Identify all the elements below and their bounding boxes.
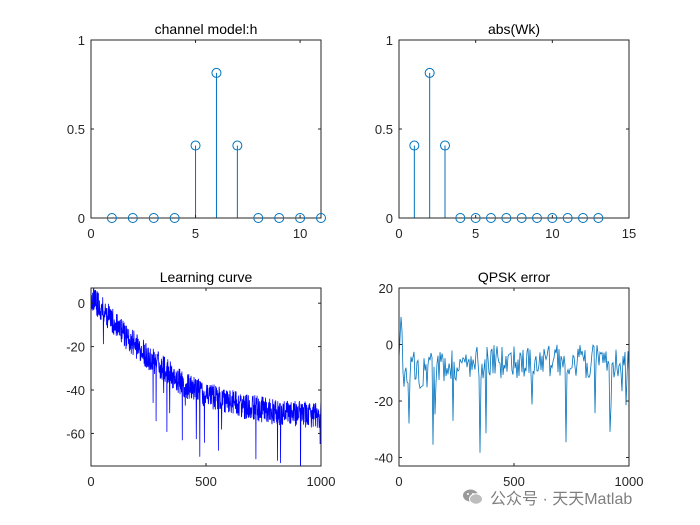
subplot-learning-curve: Learning curve 0 500 1000 0 -20 -40 -60 (66, 269, 336, 489)
stem-marker (532, 213, 542, 223)
y-tick-label: 0 (78, 296, 85, 311)
stem-marker (455, 213, 466, 223)
wechat-icon (463, 489, 483, 505)
x-tick-label: 5 (192, 226, 199, 241)
y-tick-label: 1 (386, 33, 393, 48)
stem-marker (562, 213, 573, 223)
y-tick-label: -20 (374, 394, 393, 409)
y-tick-label: 1 (78, 33, 85, 48)
x-tick-label: 1000 (615, 474, 644, 489)
y-tick-label: -40 (66, 383, 85, 398)
x-tick-label: 1000 (307, 474, 336, 489)
stem-marker (211, 67, 222, 78)
stem-marker (253, 213, 264, 223)
watermark-text: 公众号 · 天天Matlab (490, 491, 633, 508)
chart-title: QPSK error (478, 269, 551, 285)
stem-marker (501, 213, 512, 223)
x-tick-label: 5 (472, 226, 479, 241)
series-line (399, 316, 629, 453)
stem-marker (274, 213, 285, 223)
stem-marker (516, 213, 527, 223)
stem-marker (424, 67, 435, 78)
stem-marker (169, 213, 180, 223)
plot-area (195, 72, 238, 218)
x-tick-label: 15 (622, 226, 636, 241)
x-tick-label: 500 (195, 474, 217, 489)
chart-title: Learning curve (160, 269, 253, 285)
stem-marker (409, 140, 420, 151)
y-tick-label: -40 (374, 451, 393, 466)
watermark: 公众号 · 天天Matlab (462, 484, 632, 510)
stem-marker (295, 213, 306, 223)
stem-marker (127, 213, 138, 223)
subplot-qpsk-error: QPSK error 0 500 1000 20 0 -20 -40 (374, 269, 643, 489)
y-tick-label: 0 (386, 338, 393, 353)
x-tick-label: 10 (293, 226, 307, 241)
stem-marker (486, 213, 496, 223)
stem-marker (190, 140, 201, 151)
stem-marker (106, 213, 117, 223)
series-line (91, 288, 321, 466)
plot-area (399, 316, 629, 453)
stem-marker (470, 213, 481, 223)
stem-marker (440, 140, 450, 151)
stem-marker (148, 213, 159, 223)
x-tick-label: 10 (545, 226, 559, 241)
stem-marker (593, 213, 604, 223)
y-tick-label: 0 (386, 211, 393, 226)
y-tick-label: 0.5 (67, 122, 85, 137)
y-tick-label: 0 (78, 211, 85, 226)
plot-area (91, 288, 321, 466)
x-tick-label: 0 (395, 226, 402, 241)
stem-marker (316, 213, 326, 223)
y-tick-label: 20 (379, 281, 393, 296)
chart-title: abs(Wk) (488, 21, 540, 37)
x-tick-label: 0 (87, 474, 94, 489)
chart-title: channel model:h (155, 21, 258, 37)
subplot-abs-wk: abs(Wk) 0 5 10 15 0 0.5 1 (375, 21, 636, 241)
stem-marker (232, 140, 243, 151)
x-tick-label: 500 (503, 474, 525, 489)
x-tick-label: 0 (87, 226, 94, 241)
y-tick-label: -60 (66, 426, 85, 441)
stem-marker (547, 213, 558, 223)
y-tick-label: -20 (66, 340, 85, 355)
plot-area (413, 72, 446, 218)
y-tick-label: 0.5 (375, 122, 393, 137)
subplot-channel-model: channel model:h 0 5 10 0 0.5 1 (67, 21, 326, 241)
stem-marker (578, 213, 588, 223)
x-tick-label: 0 (395, 474, 402, 489)
